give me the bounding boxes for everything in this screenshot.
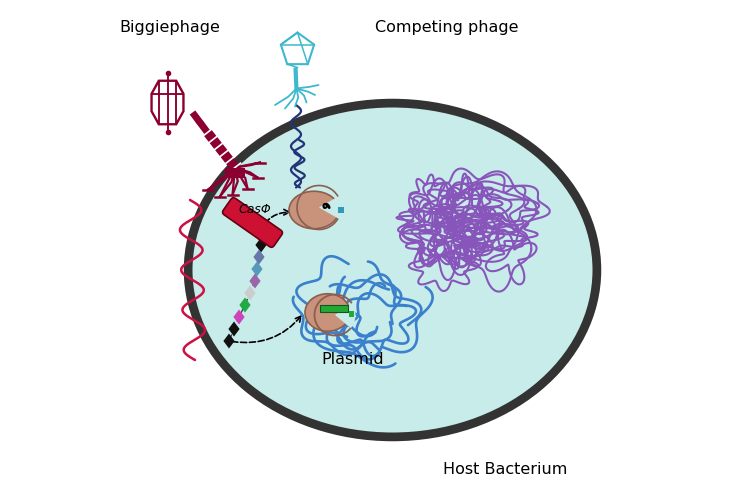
- Polygon shape: [254, 250, 265, 264]
- Wedge shape: [319, 196, 341, 219]
- Ellipse shape: [195, 118, 206, 127]
- Bar: [349, 311, 354, 316]
- Polygon shape: [244, 286, 256, 300]
- Text: Host Bacterium: Host Bacterium: [442, 462, 567, 477]
- Ellipse shape: [305, 294, 350, 331]
- Ellipse shape: [289, 191, 339, 229]
- Polygon shape: [224, 334, 235, 348]
- Text: Competing phage: Competing phage: [375, 20, 518, 35]
- Bar: [225, 168, 245, 177]
- Bar: [320, 305, 347, 312]
- Ellipse shape: [193, 108, 592, 432]
- Bar: [338, 207, 344, 213]
- Polygon shape: [249, 274, 261, 288]
- Text: CasΦ: CasΦ: [238, 204, 272, 216]
- Polygon shape: [233, 310, 244, 324]
- Polygon shape: [228, 322, 240, 336]
- Text: Biggiephage: Biggiephage: [119, 20, 220, 35]
- FancyBboxPatch shape: [223, 198, 283, 248]
- Text: Plasmid: Plasmid: [321, 352, 384, 368]
- Polygon shape: [251, 262, 262, 276]
- Polygon shape: [254, 226, 265, 240]
- Ellipse shape: [184, 99, 602, 441]
- Wedge shape: [335, 303, 356, 328]
- Polygon shape: [256, 238, 267, 252]
- Polygon shape: [239, 298, 250, 312]
